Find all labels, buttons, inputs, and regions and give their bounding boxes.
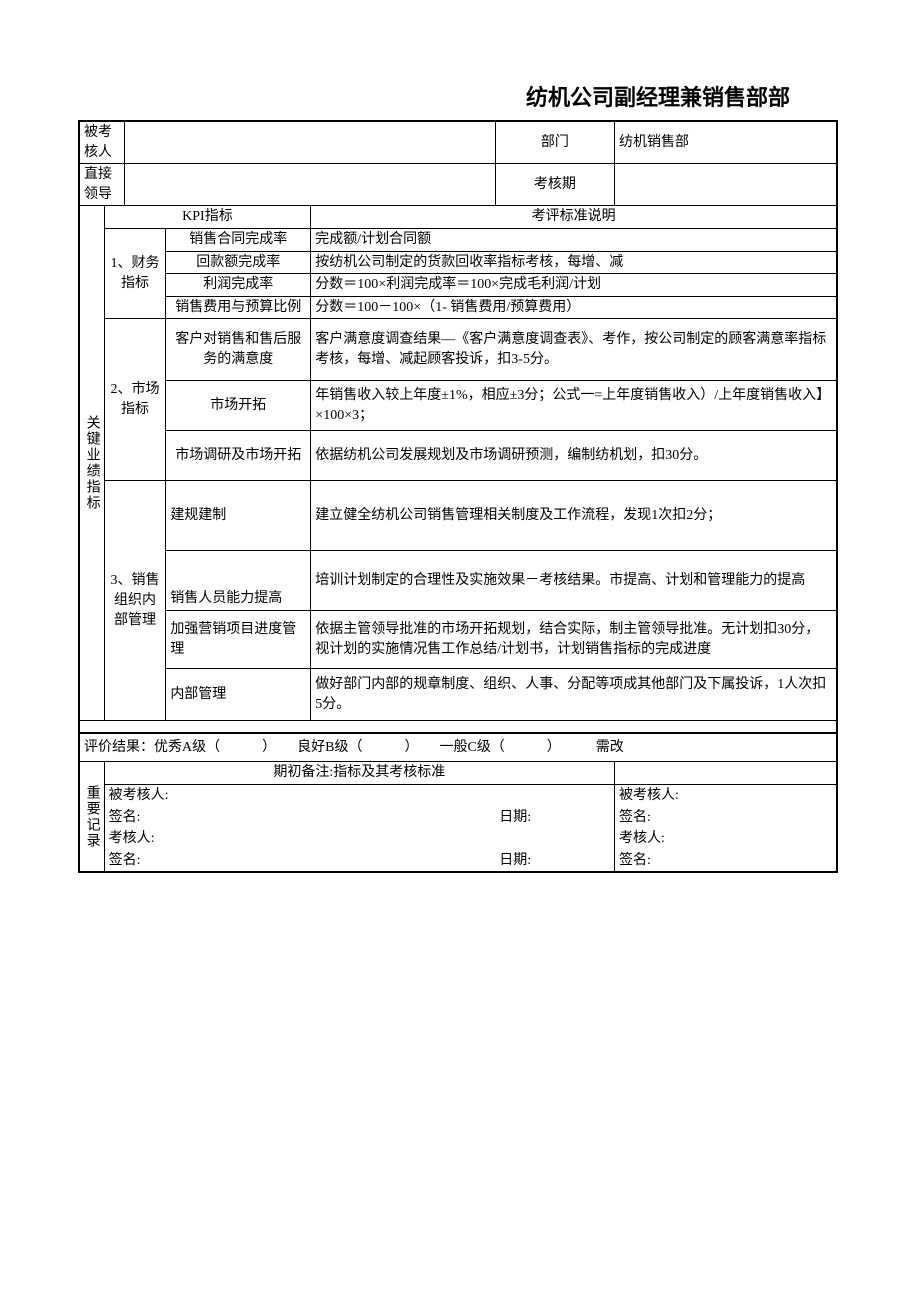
dept-value: 纺机销售部 — [615, 121, 837, 164]
g3-r1-desc: 培训计划制定的合理性及实施效果－考核结果。市提高、计划和管理能力的提高 — [311, 551, 837, 611]
g3-r2-desc: 依据主管领导批准的市场开拓规划，结合实际，制主管领导批准。无计划扣30分，视计划… — [311, 611, 837, 669]
g2-r2-name: 市场调研及市场开拓 — [166, 431, 311, 481]
kpi-col-label: KPI指标 — [104, 206, 311, 229]
assessor-line-r: 考核人: — [615, 828, 837, 850]
note-header: 期初备注:指标及其考核标准 — [104, 762, 614, 785]
eval-result: 评价结果：优秀A级（ ） 良好B级（ ） 一般C级（ ） 需改 — [79, 733, 837, 762]
g1-r2-desc: 分数＝100×利润完成率＝100×完成毛利润/计划 — [311, 274, 837, 297]
g3-r1-name: 销售人员能力提高 — [166, 551, 311, 611]
g2-r0-name: 客户对销售和售后服务的满意度 — [166, 319, 311, 381]
g1-r0-name: 销售合同完成率 — [166, 228, 311, 251]
g1-r3-name: 销售费用与预算比例 — [166, 296, 311, 319]
period-value — [615, 164, 837, 206]
g2-r1-name: 市场开拓 — [166, 381, 311, 431]
g3-r0-desc: 建立健全纺机公司销售管理相关制度及工作流程，发现1次扣2分； — [311, 481, 837, 551]
spacer — [79, 721, 837, 733]
g1-r1-name: 回款额完成率 — [166, 251, 311, 274]
assessee-line1: 被考核人: — [104, 785, 614, 807]
g1-r1-desc: 按纺机公司制定的货款回收率指标考核，每增、减 — [311, 251, 837, 274]
sign-line2: 签名: — [104, 850, 495, 873]
assessor-line: 考核人: — [104, 828, 614, 850]
group1-title: 1、财务指标 — [104, 228, 166, 318]
date-line2: 日期: — [495, 850, 614, 873]
footer-section-label: 重要记录 — [79, 762, 104, 872]
g2-r2-desc: 依据纺机公司发展规划及市场调研预测，编制纺机划，扣30分。 — [311, 431, 837, 481]
group3-title: 3、销售组织内部管理 — [104, 481, 166, 721]
kpi-section-label: 关键业绩指标 — [79, 206, 104, 721]
g1-r2-name: 利润完成率 — [166, 274, 311, 297]
group2-title: 2、市场指标 — [104, 319, 166, 481]
period-label: 考核期 — [495, 164, 614, 206]
g2-r0-desc: 客户满意度调查结果—《客户满意度调查表》、考作，按公司制定的顾客满意率指标考核，… — [311, 319, 837, 381]
assessee-value — [124, 121, 495, 164]
dept-label: 部门 — [495, 121, 614, 164]
criteria-col-label: 考评标准说明 — [311, 206, 837, 229]
sign-line1-r: 签名: — [615, 807, 837, 829]
g2-r1-desc: 年销售收入较上年度±1%，相应±3分；公式一=上年度销售收入）/上年度销售收入】… — [311, 381, 837, 431]
g3-r2-name: 加强营销项目进度管理 — [166, 611, 311, 669]
leader-value — [124, 164, 495, 206]
assessee-line1-r: 被考核人: — [615, 785, 837, 807]
leader-label: 直接领导 — [79, 164, 124, 206]
page-title: 纺机公司副经理兼销售部部 — [78, 80, 838, 112]
note-header-right — [615, 762, 837, 785]
g3-r0-name: 建规建制 — [166, 481, 311, 551]
sign-line2-r: 签名: — [615, 850, 837, 873]
sign-line1: 签名: — [104, 807, 495, 829]
g3-r3-name: 内部管理 — [166, 669, 311, 721]
date-line1: 日期: — [495, 807, 614, 829]
g3-r3-desc: 做好部门内部的规章制度、组织、人事、分配等项成其他部门及下属投诉，1人次扣5分。 — [311, 669, 837, 721]
g1-r3-desc: 分数＝100－100×（1- 销售费用/预算费用） — [311, 296, 837, 319]
assessment-table: 被考核人 部门 纺机销售部 直接领导 考核期 关键业绩指标 KPI指标 考评标准… — [78, 120, 838, 873]
g1-r0-desc: 完成额/计划合同额 — [311, 228, 837, 251]
assessee-label: 被考核人 — [79, 121, 124, 164]
